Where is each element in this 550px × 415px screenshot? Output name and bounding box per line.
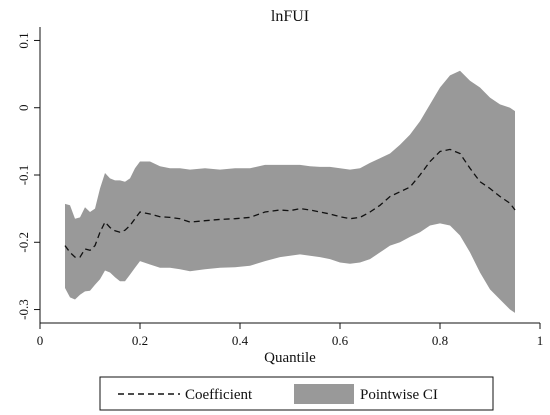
x-tick-label: 0.4 xyxy=(232,333,249,348)
x-tick-label: 0.8 xyxy=(432,333,448,348)
x-tick-label: 0.6 xyxy=(332,333,349,348)
ci-band xyxy=(65,70,515,313)
ci-band-layer xyxy=(65,70,515,313)
x-axis-label: Quantile xyxy=(264,350,316,366)
x-tick-label: 0 xyxy=(37,333,44,348)
y-tick-label: -0.2 xyxy=(16,232,31,253)
y-tick-label: 0.1 xyxy=(16,32,31,48)
y-ticks: 0.1 0 -0.1 -0.2 -0.3 xyxy=(16,32,40,320)
coefficient-line-layer xyxy=(64,148,516,258)
x-tick-label: 1 xyxy=(537,333,544,348)
legend-ci-label: Pointwise CI xyxy=(360,387,438,403)
legend: Coefficient Pointwise CI xyxy=(99,376,494,411)
legend-ci-swatch xyxy=(294,384,354,404)
y-tick-label: -0.1 xyxy=(16,165,31,186)
chart-title: lnFUI xyxy=(271,8,309,25)
legend-coefficient-label: Coefficient xyxy=(185,387,253,403)
y-tick-label: -0.3 xyxy=(16,299,31,320)
y-tick-label: 0 xyxy=(16,104,31,111)
x-ticks: 0 0.2 0.4 0.6 0.8 1 xyxy=(37,323,544,348)
coefficient-line xyxy=(64,148,516,258)
x-tick-label: 0.2 xyxy=(132,333,148,348)
